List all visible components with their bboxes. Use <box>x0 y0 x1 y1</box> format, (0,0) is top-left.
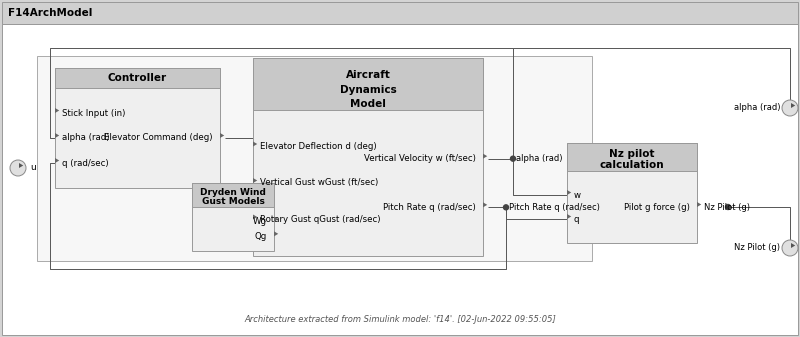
Circle shape <box>503 205 509 210</box>
Text: Gust Models: Gust Models <box>202 197 265 207</box>
Text: Pilot g force (g): Pilot g force (g) <box>624 203 690 212</box>
Bar <box>567 143 697 243</box>
Circle shape <box>782 100 798 116</box>
Polygon shape <box>791 243 795 248</box>
Text: Model: Model <box>350 99 386 110</box>
Text: alpha (rad): alpha (rad) <box>62 133 110 143</box>
Text: Vertical Velocity w (ft/sec): Vertical Velocity w (ft/sec) <box>364 154 476 163</box>
Polygon shape <box>55 133 59 138</box>
Polygon shape <box>19 163 23 168</box>
Text: Dryden Wind: Dryden Wind <box>200 188 266 197</box>
Polygon shape <box>220 133 224 138</box>
Text: alpha (rad): alpha (rad) <box>734 103 780 113</box>
Bar <box>253 58 483 110</box>
Polygon shape <box>253 142 258 147</box>
Polygon shape <box>274 217 278 222</box>
Circle shape <box>782 240 798 256</box>
Text: Dynamics: Dynamics <box>340 85 396 95</box>
Text: Wg: Wg <box>253 217 267 226</box>
Polygon shape <box>274 231 278 236</box>
Text: Qg: Qg <box>254 232 267 241</box>
Text: w: w <box>574 190 581 200</box>
Circle shape <box>726 205 730 210</box>
Text: Architecture extracted from Simulink model: 'f14'. [02-Jun-2022 09:55:05]: Architecture extracted from Simulink mod… <box>244 314 556 324</box>
Text: Pitch Rate q (rad/sec): Pitch Rate q (rad/sec) <box>509 203 600 212</box>
Polygon shape <box>483 202 487 207</box>
Text: Nz Pilot (g): Nz Pilot (g) <box>704 203 750 212</box>
Bar <box>55 68 220 88</box>
Text: alpha (rad): alpha (rad) <box>516 154 562 163</box>
Circle shape <box>510 156 515 161</box>
Text: q: q <box>574 214 579 223</box>
Polygon shape <box>483 154 487 159</box>
Polygon shape <box>253 214 258 219</box>
Bar <box>192 183 274 207</box>
Text: u: u <box>30 163 36 173</box>
Text: Rotary Gust qGust (rad/sec): Rotary Gust qGust (rad/sec) <box>260 215 381 224</box>
Text: calculation: calculation <box>600 160 664 170</box>
Polygon shape <box>567 214 571 219</box>
Bar <box>192 183 274 251</box>
Text: Nz Pilot (g): Nz Pilot (g) <box>734 244 780 252</box>
Bar <box>37 56 592 261</box>
Bar <box>2 2 798 24</box>
Bar <box>55 68 220 188</box>
Circle shape <box>10 160 26 176</box>
Bar <box>253 58 483 256</box>
Polygon shape <box>253 178 258 183</box>
Text: Elevator Command (deg): Elevator Command (deg) <box>105 133 213 143</box>
Text: Elevator Deflection d (deg): Elevator Deflection d (deg) <box>260 142 377 151</box>
Text: Controller: Controller <box>108 73 167 83</box>
Text: Stick Input (in): Stick Input (in) <box>62 109 126 118</box>
Polygon shape <box>791 103 795 108</box>
Polygon shape <box>697 202 702 207</box>
Text: Pitch Rate q (rad/sec): Pitch Rate q (rad/sec) <box>383 203 476 212</box>
Polygon shape <box>55 108 59 113</box>
Text: F14ArchModel: F14ArchModel <box>8 8 92 18</box>
Text: Nz pilot: Nz pilot <box>610 149 654 159</box>
Bar <box>567 143 697 171</box>
Text: q (rad/sec): q (rad/sec) <box>62 158 109 167</box>
Text: Vertical Gust wGust (ft/sec): Vertical Gust wGust (ft/sec) <box>260 179 378 187</box>
Polygon shape <box>55 158 59 163</box>
Polygon shape <box>567 190 571 195</box>
Text: Aircraft: Aircraft <box>346 70 390 80</box>
